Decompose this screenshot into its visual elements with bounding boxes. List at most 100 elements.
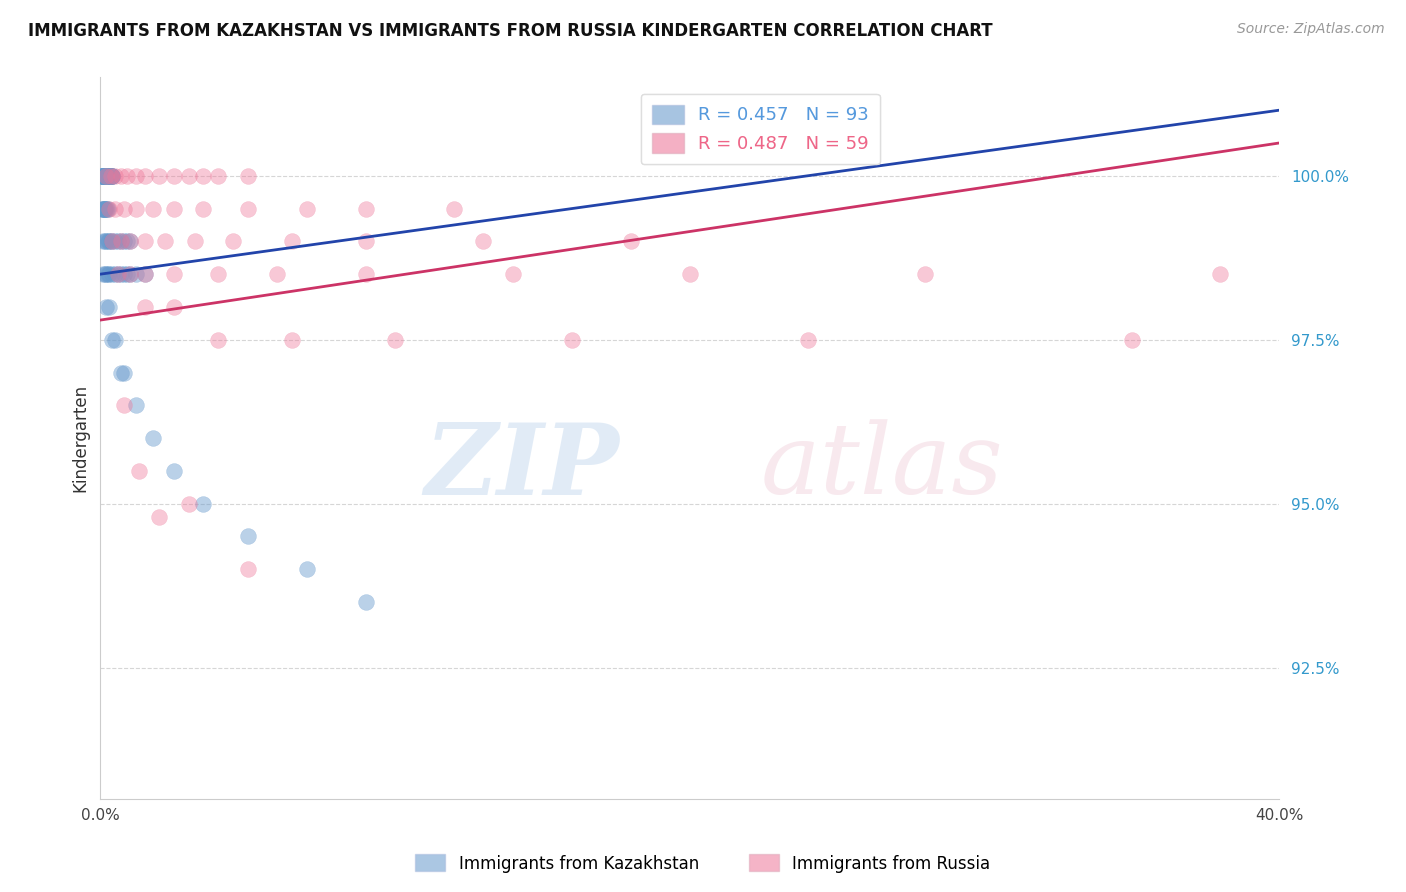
- Point: [97, 169, 120, 183]
- Point: [177, 497, 200, 511]
- Point: [94, 267, 117, 281]
- Point: [679, 267, 702, 281]
- Point: [134, 169, 156, 183]
- Point: [207, 267, 229, 281]
- Point: [98, 169, 121, 183]
- Text: Source: ZipAtlas.com: Source: ZipAtlas.com: [1237, 22, 1385, 37]
- Point: [97, 267, 120, 281]
- Point: [1121, 333, 1143, 347]
- Point: [125, 202, 148, 216]
- Point: [110, 267, 132, 281]
- Point: [142, 431, 165, 445]
- Point: [193, 202, 215, 216]
- Point: [112, 366, 135, 380]
- Point: [94, 169, 117, 183]
- Point: [163, 300, 186, 314]
- Point: [1209, 267, 1232, 281]
- Point: [104, 235, 127, 249]
- Point: [236, 529, 259, 543]
- Point: [100, 169, 122, 183]
- Point: [104, 267, 127, 281]
- Point: [153, 235, 176, 249]
- Point: [91, 169, 114, 183]
- Point: [100, 169, 122, 183]
- Point: [163, 267, 186, 281]
- Point: [97, 169, 120, 183]
- Point: [281, 333, 304, 347]
- Point: [295, 202, 318, 216]
- Text: IMMIGRANTS FROM KAZAKHSTAN VS IMMIGRANTS FROM RUSSIA KINDERGARTEN CORRELATION CH: IMMIGRANTS FROM KAZAKHSTAN VS IMMIGRANTS…: [28, 22, 993, 40]
- Point: [207, 169, 229, 183]
- Point: [91, 169, 114, 183]
- Point: [118, 235, 141, 249]
- Point: [236, 202, 259, 216]
- Point: [104, 202, 127, 216]
- Point: [620, 235, 643, 249]
- Point: [93, 202, 115, 216]
- Point: [101, 235, 124, 249]
- Point: [100, 235, 122, 249]
- Point: [97, 169, 120, 183]
- Point: [91, 169, 114, 183]
- Point: [236, 169, 259, 183]
- Point: [97, 169, 120, 183]
- Point: [163, 202, 186, 216]
- Point: [236, 562, 259, 576]
- Point: [183, 235, 205, 249]
- Point: [100, 169, 122, 183]
- Point: [112, 235, 135, 249]
- Point: [148, 509, 170, 524]
- Point: [115, 235, 138, 249]
- Point: [115, 169, 138, 183]
- Point: [101, 267, 124, 281]
- Point: [94, 169, 117, 183]
- Point: [91, 202, 114, 216]
- Point: [93, 169, 115, 183]
- Point: [93, 169, 115, 183]
- Point: [94, 202, 117, 216]
- Point: [101, 169, 124, 183]
- Point: [94, 169, 117, 183]
- Text: atlas: atlas: [761, 419, 1002, 515]
- Point: [281, 235, 304, 249]
- Point: [91, 169, 114, 183]
- Point: [177, 169, 200, 183]
- Point: [90, 202, 112, 216]
- Point: [295, 562, 318, 576]
- Point: [91, 169, 114, 183]
- Point: [384, 333, 406, 347]
- Point: [134, 267, 156, 281]
- Point: [115, 267, 138, 281]
- Point: [98, 202, 121, 216]
- Point: [93, 202, 115, 216]
- Point: [222, 235, 245, 249]
- Point: [125, 398, 148, 412]
- Point: [94, 169, 117, 183]
- Point: [96, 169, 118, 183]
- Point: [91, 202, 114, 216]
- Point: [96, 169, 118, 183]
- Point: [125, 169, 148, 183]
- Legend: R = 0.457   N = 93, R = 0.487   N = 59: R = 0.457 N = 93, R = 0.487 N = 59: [641, 94, 880, 164]
- Point: [98, 169, 121, 183]
- Point: [110, 235, 132, 249]
- Point: [128, 464, 150, 478]
- Point: [96, 169, 118, 183]
- Point: [163, 169, 186, 183]
- Point: [502, 267, 524, 281]
- Point: [90, 169, 112, 183]
- Point: [100, 169, 122, 183]
- Point: [107, 235, 129, 249]
- Point: [796, 333, 818, 347]
- Point: [93, 169, 115, 183]
- Point: [104, 169, 127, 183]
- Point: [134, 267, 156, 281]
- Y-axis label: Kindergarten: Kindergarten: [72, 384, 89, 492]
- Point: [118, 267, 141, 281]
- Point: [354, 202, 377, 216]
- Point: [112, 267, 135, 281]
- Point: [134, 300, 156, 314]
- Point: [98, 169, 121, 183]
- Point: [96, 235, 118, 249]
- Point: [91, 169, 114, 183]
